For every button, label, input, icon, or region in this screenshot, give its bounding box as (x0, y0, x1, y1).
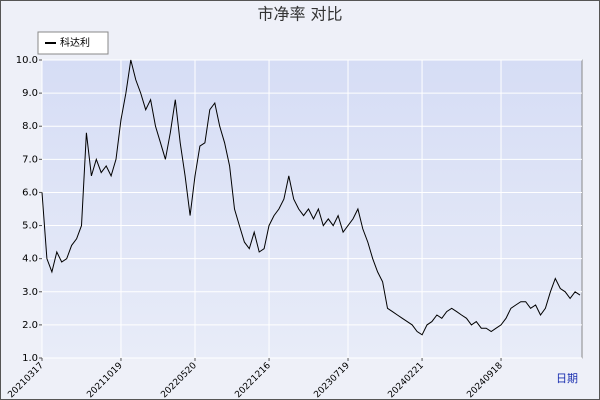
line-series (41, 59, 581, 336)
x-axis-label: 日期 (556, 372, 578, 385)
y-tick-label: 3.0 (22, 287, 38, 298)
y-tick-label: 7.0 (22, 154, 38, 165)
chart-title: 市净率 对比 (257, 5, 342, 24)
y-tick-label: 10.0 (16, 55, 38, 66)
y-tick-label: 2.0 (22, 320, 38, 331)
y-tick-label: 8.0 (22, 121, 38, 132)
legend-label: 科达利 (60, 36, 90, 49)
y-tick-label: 4.0 (22, 254, 38, 265)
y-tick-label: 5.0 (22, 221, 38, 232)
plot-area (41, 59, 583, 359)
y-tick-label: 9.0 (22, 88, 38, 99)
y-tick-label: 1.0 (22, 353, 38, 364)
y-tick-label: 6.0 (22, 187, 38, 198)
legend-box (37, 31, 109, 55)
